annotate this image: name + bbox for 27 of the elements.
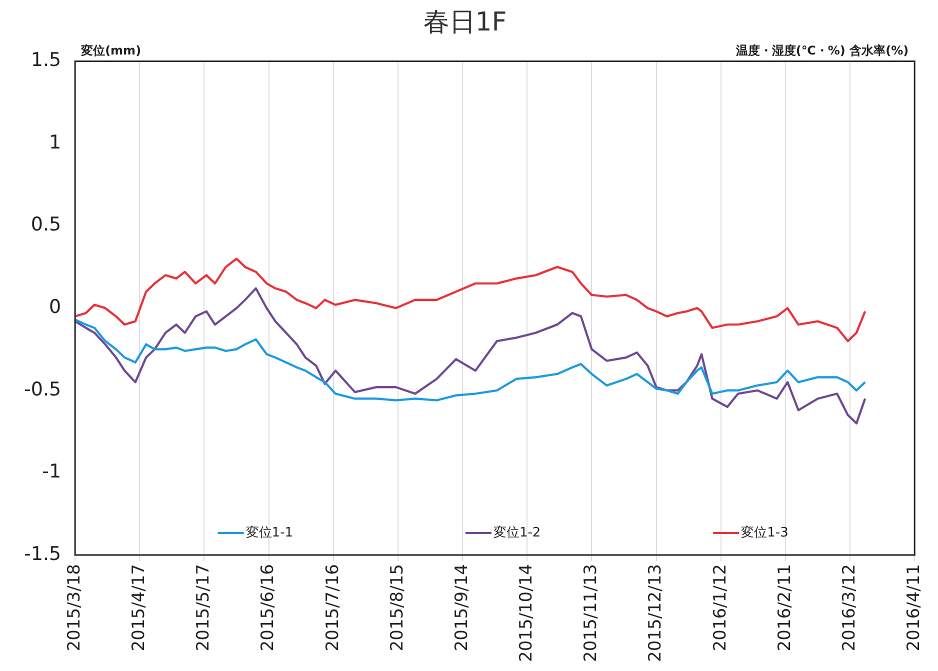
x-tick-label: 2016/1/12 <box>710 564 730 652</box>
y-tick-label: -1.5 <box>24 542 62 565</box>
y-tick-label: 1 <box>48 131 62 154</box>
x-tick-label: 2015/5/17 <box>194 564 214 652</box>
x-tick-label: 2016/2/11 <box>774 564 795 652</box>
y-tick-label: 0.5 <box>30 214 62 236</box>
x-tick-label: 2015/10/14 <box>516 564 537 662</box>
y-tick-label: -1 <box>42 460 62 483</box>
x-tick-label: 2015/3/18 <box>64 564 84 652</box>
x-tick-label: 2015/7/16 <box>322 564 343 652</box>
y-tick-label: 0 <box>48 296 62 318</box>
y-tick-label: -0.5 <box>24 378 62 400</box>
x-tick-label: 2016/3/12 <box>839 564 860 652</box>
x-tick-label: 2015/6/16 <box>258 564 278 652</box>
x-tick-label: 2015/11/13 <box>581 564 602 662</box>
legend-label: 変位1-1 <box>246 524 294 540</box>
y2-axis-title: 温度・湿度(℃・%) 含水率(%) <box>734 43 909 58</box>
x-tick-label: 2015/4/17 <box>129 564 150 652</box>
chart-title: 春日1F <box>423 7 507 38</box>
legend-label: 変位1-2 <box>493 524 541 540</box>
x-tick-label: 2015/12/13 <box>646 564 666 662</box>
x-tick-label: 2016/4/11 <box>904 564 924 652</box>
legend-label: 変位1-3 <box>741 524 788 540</box>
y-axis-title: 変位(mm) <box>80 43 142 58</box>
x-tick-label: 2015/8/15 <box>387 564 408 652</box>
x-tick-label: 2015/9/14 <box>452 564 472 652</box>
y-tick-label: 1.5 <box>30 49 62 72</box>
